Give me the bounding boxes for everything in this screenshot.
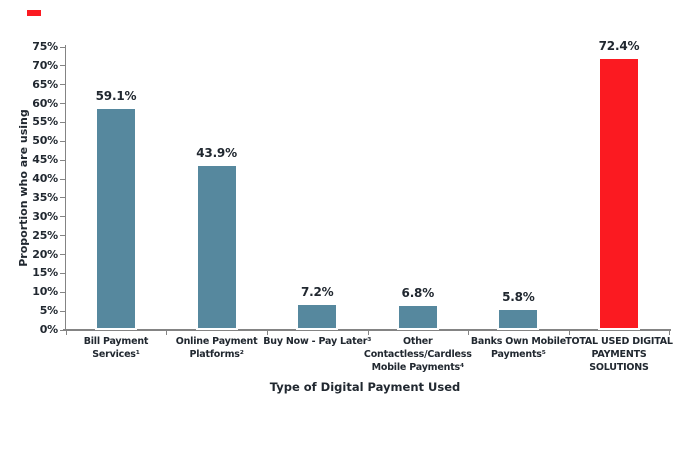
bar-value-label: 5.8% [502, 290, 535, 305]
y-tick-label: 50% [32, 134, 58, 148]
category-label: Bill Payment Services¹ [83, 336, 149, 360]
y-tick-label: 55% [32, 115, 58, 129]
category-label: Buy Now - Pay Later³ [263, 336, 372, 347]
x-tick [65, 331, 67, 335]
y-axis-line [65, 45, 66, 330]
y-tick [60, 291, 65, 293]
x-axis-line [63, 329, 671, 331]
category-label: Other Contactless/Cardless Mobile Paymen… [363, 336, 472, 373]
y-tick [60, 254, 65, 256]
category-label: Banks Own Mobile Payments⁵ [470, 336, 566, 360]
x-tick [468, 331, 470, 335]
y-tick [60, 310, 65, 312]
y-tick [60, 84, 65, 86]
bar [95, 106, 137, 330]
bar-value-label: 59.1% [95, 88, 137, 103]
x-tick [367, 331, 369, 335]
x-tick [266, 331, 268, 335]
y-tick-label: 10% [32, 285, 58, 299]
y-tick [60, 103, 65, 105]
category-label: TOTAL USED DIGITAL PAYMENTS SOLUTIONS [565, 336, 673, 373]
y-tick [60, 159, 65, 161]
x-axis-title: Type of Digital Payment Used [269, 380, 461, 394]
y-tick-label: 20% [32, 247, 58, 261]
y-tick-label: 35% [32, 190, 58, 204]
y-tick-label: 40% [32, 172, 58, 186]
x-tick [166, 331, 168, 335]
bar-value-label: 7.2% [300, 284, 334, 299]
y-tick [60, 121, 65, 123]
bar [396, 304, 439, 330]
y-tick-label: 15% [32, 266, 58, 280]
bar-value-label: 72.4% [598, 38, 640, 53]
category-label: Online Payment Platforms² [175, 336, 258, 360]
y-tick [60, 178, 65, 180]
bar [598, 56, 640, 330]
legend-marker [27, 10, 41, 16]
y-tick [60, 216, 65, 218]
y-tick-label: 75% [32, 40, 58, 53]
x-tick [669, 331, 671, 335]
bar-value-label: 6.8% [401, 286, 435, 301]
y-tick [60, 140, 65, 142]
y-tick-label: 60% [32, 96, 58, 110]
y-tick-label: 5% [39, 304, 58, 318]
bar [195, 164, 238, 330]
y-tick-label: 25% [32, 228, 58, 242]
y-tick-label: 0% [39, 323, 58, 336]
y-tick-label: 45% [32, 153, 58, 167]
y-tick [60, 197, 65, 199]
y-tick-label: 70% [32, 58, 58, 72]
y-tick-label: 30% [32, 209, 58, 223]
bar [296, 302, 339, 330]
y-tick-label: 65% [32, 77, 58, 91]
bar [497, 308, 540, 330]
y-tick [60, 235, 65, 237]
y-tick [60, 65, 65, 67]
y-tick [60, 272, 65, 274]
y-tick [60, 329, 65, 331]
bar-value-label: 43.9% [196, 146, 237, 161]
x-tick [568, 331, 570, 335]
y-tick [60, 46, 65, 48]
